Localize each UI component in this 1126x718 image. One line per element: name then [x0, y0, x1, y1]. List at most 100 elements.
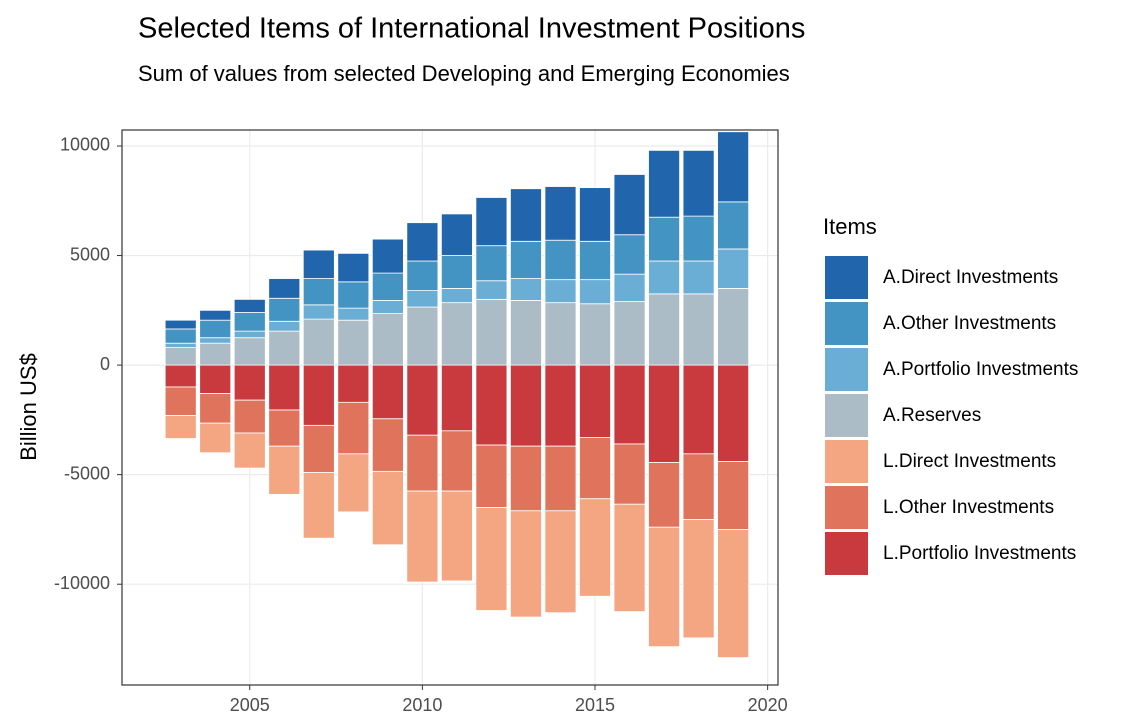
bar-segment [302, 318, 335, 366]
bar-segment [579, 498, 611, 597]
x-tick-label: 2015 [575, 695, 615, 715]
bar-segment [268, 364, 301, 411]
bar-segment [164, 415, 197, 439]
bar-segment [337, 252, 370, 283]
bar-segment [579, 240, 611, 281]
legend-label: L.Portfolio Investments [883, 543, 1076, 564]
bar-segment [475, 507, 508, 611]
legend-key [825, 394, 868, 437]
bar-segment [510, 445, 542, 512]
x-tick-label: 2005 [230, 695, 270, 715]
bar-segment [199, 337, 232, 344]
bar-segment [371, 238, 404, 274]
bar-segment [371, 470, 404, 546]
bar-segment [233, 312, 266, 332]
bar-segment [440, 288, 473, 304]
legend-key [825, 440, 868, 483]
bar-segment [717, 201, 750, 250]
bar-segment [648, 293, 680, 366]
bar-segment [682, 149, 715, 217]
bar-segment [440, 490, 473, 582]
bar-segment [579, 437, 611, 500]
legend-label: L.Other Investments [883, 497, 1054, 518]
bar-segment [510, 510, 542, 618]
bar-segment [302, 424, 335, 473]
bar-segment [682, 453, 715, 520]
bar-segment [648, 149, 680, 218]
bar-segment [510, 278, 542, 301]
y-tick-label: 5000 [70, 244, 110, 264]
bar-segment [233, 432, 266, 469]
bar-segment [268, 320, 301, 332]
bar-segment [613, 301, 646, 366]
bar-segment [268, 409, 301, 447]
bar-segment [302, 472, 335, 539]
bar-segment [164, 386, 197, 416]
bar-segment [717, 131, 750, 203]
bar-segment [475, 364, 508, 446]
bar-segment [475, 280, 508, 300]
bar-segment [579, 279, 611, 305]
bar-segment [371, 364, 404, 420]
bar-segment [337, 453, 370, 513]
bar-segment [682, 260, 715, 295]
bar-segment [406, 260, 439, 292]
bar-segment [440, 213, 473, 256]
bar-segment [302, 304, 335, 320]
bar-segment [371, 418, 404, 472]
bar-segment [233, 330, 266, 339]
bar-segment [544, 510, 577, 614]
bar-segment [510, 188, 542, 242]
bar-segment [544, 302, 577, 366]
bar-segment [164, 319, 197, 330]
legend-key [825, 302, 868, 345]
chart-subtitle: Sum of values from selected Developing a… [138, 61, 790, 86]
bar-segment [682, 293, 715, 366]
x-tick-label: 2020 [748, 695, 788, 715]
legend-label: L.Direct Investments [883, 451, 1056, 472]
bar-segment [302, 364, 335, 426]
bar-segment [406, 222, 439, 262]
bar-segment [268, 445, 301, 495]
bar-segment [164, 364, 197, 388]
bar-segment [510, 240, 542, 279]
legend-key [825, 256, 868, 299]
bar-segment [475, 444, 508, 508]
legend-label: A.Portfolio Investments [883, 359, 1078, 380]
bar-segment [406, 490, 439, 583]
bar-segment [199, 319, 232, 339]
y-tick-label: -10000 [54, 573, 110, 593]
legend-label: A.Other Investments [883, 313, 1056, 334]
bar-segment [406, 364, 439, 436]
bar-segment [164, 342, 197, 348]
y-tick-label: 0 [100, 354, 110, 374]
legend-key [825, 348, 868, 391]
bar-segment [544, 186, 577, 241]
bar-segment [613, 443, 646, 505]
bar-segment [475, 245, 508, 282]
bar-segment [475, 197, 508, 247]
bar-segment [406, 290, 439, 308]
y-tick-label: -5000 [64, 463, 110, 483]
bar-segment [302, 249, 335, 279]
bar-segment [510, 364, 542, 447]
y-tick-label: 10000 [60, 135, 110, 155]
bar-segment [440, 430, 473, 492]
bar-segment [268, 278, 301, 299]
bar-segment [199, 422, 232, 454]
bar-segment [510, 300, 542, 366]
bar-segment [544, 364, 577, 447]
bar-segment [579, 303, 611, 366]
bar-segment [544, 239, 577, 281]
bar-segment [406, 434, 439, 492]
bar-segment [440, 255, 473, 289]
bar-segment [613, 364, 646, 445]
bar-segment [268, 297, 301, 322]
y-axis-label: Billion US$ [16, 353, 41, 461]
bar-segment [717, 248, 750, 289]
bar-segment [544, 279, 577, 304]
bar-segment [302, 278, 335, 306]
bar-segment [164, 347, 197, 366]
plot-border [121, 129, 779, 686]
